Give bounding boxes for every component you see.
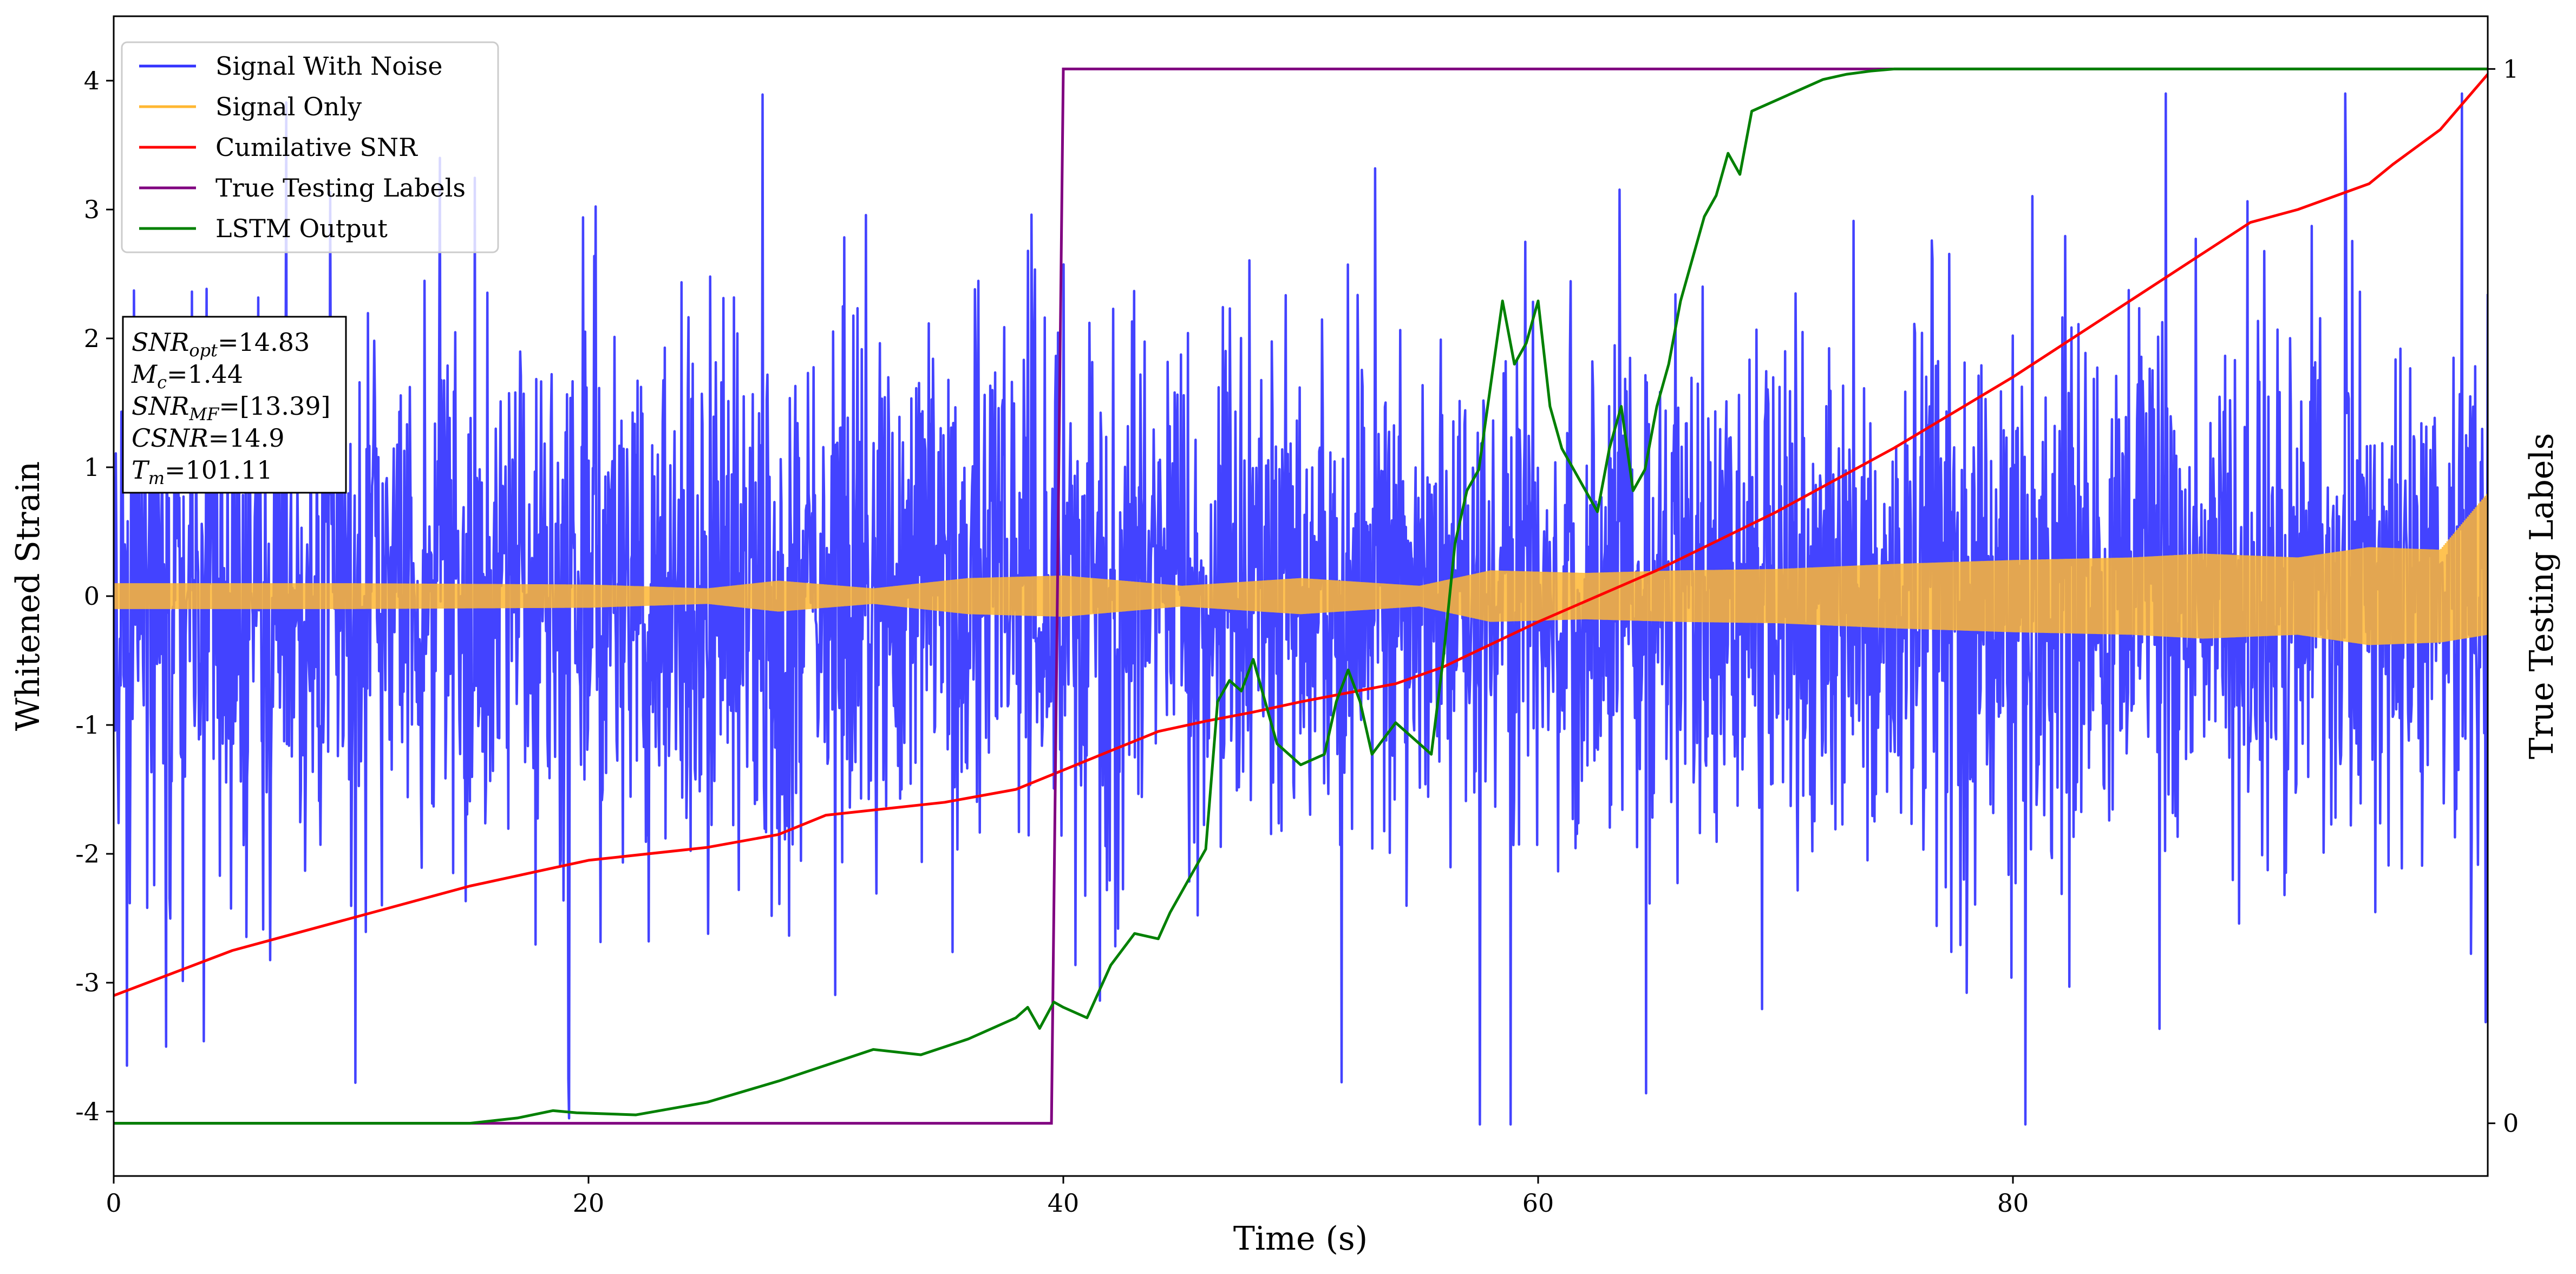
legend: Signal With Noise Signal Only Cumilative S… [121, 41, 499, 253]
y-axis-title: Whitened Strain [9, 461, 47, 731]
legend-label: LSTM Output [215, 214, 388, 243]
y-tick-label: 0 [84, 582, 100, 611]
annotation-line: SNRMF=[13.39] [132, 391, 331, 424]
legend-entries: Signal With Noise Signal Only Cumilative S… [139, 51, 466, 243]
legend-label: Signal Only [215, 92, 362, 121]
legend-label: Signal With Noise [215, 51, 442, 81]
x-axis-title: Time (s) [1233, 1220, 1368, 1258]
annotation-lines: SNRopt=14.83Mc=1.44SNRMF=[13.39]CSNR=14.… [131, 328, 331, 488]
y-tick-label: 2 [84, 324, 100, 353]
x-tick-label: 80 [1997, 1188, 2029, 1218]
x-tick-label: 0 [106, 1188, 121, 1218]
annotation-box: SNRopt=14.83Mc=1.44SNRMF=[13.39]CSNR=14.… [122, 316, 347, 494]
x-tick-label: 60 [1522, 1188, 1554, 1218]
series-true-testing-labels [114, 67, 2488, 1125]
y2-tick-label: 1 [2503, 54, 2519, 83]
y2-axis-title: True Testing Labels [2523, 433, 2561, 760]
y-tick-label: -1 [75, 710, 100, 740]
legend-frame [121, 41, 499, 253]
annotation-line: Tm=101.11 [132, 455, 273, 488]
annotation-line: CSNR=14.9 [132, 423, 285, 453]
y-tick-label: -4 [75, 1097, 100, 1126]
series-layer [114, 67, 2488, 1126]
series-lstm-output [114, 67, 2488, 1125]
y2-tick-label: 0 [2503, 1109, 2519, 1138]
y-tick-label: 1 [84, 453, 100, 482]
y-tick-label: 3 [84, 195, 100, 224]
series-cumilative-snr [114, 73, 2488, 997]
legend-label: Cumilative SNR [215, 133, 418, 162]
y-tick-label: -3 [75, 968, 100, 997]
y-tick-label: 4 [84, 66, 100, 95]
x-tick-label: 20 [573, 1188, 605, 1218]
annotation-frame [122, 316, 347, 494]
annotation-line: SNRopt=14.83 [132, 328, 310, 361]
series-signal-only [114, 494, 2488, 645]
x-tick-label: 40 [1048, 1188, 1080, 1218]
legend-label: True Testing Labels [215, 173, 466, 202]
annotation-line: Mc=1.44 [131, 360, 243, 393]
y-tick-label: -2 [75, 839, 100, 868]
